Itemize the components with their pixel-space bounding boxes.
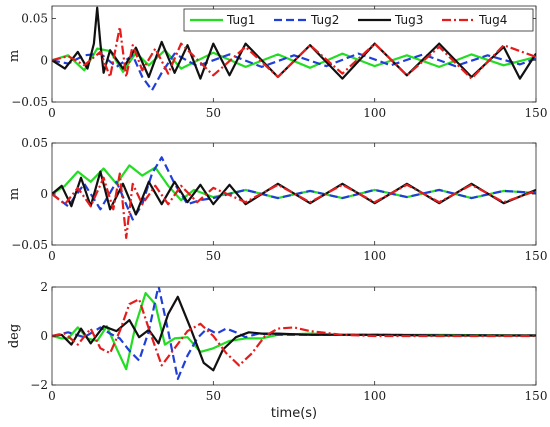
series-line-tug3 — [52, 295, 536, 372]
legend-label-tug1: Tug1 — [226, 13, 255, 27]
y-axis-label: m — [7, 188, 22, 200]
series-line-tug2 — [52, 52, 536, 92]
x-tick-label: 0 — [48, 106, 56, 120]
series-line-tug2 — [52, 156, 536, 221]
x-tick-label: 100 — [363, 249, 386, 263]
y-axis-label: m — [7, 50, 22, 62]
y-tick-label: 0 — [40, 329, 48, 343]
x-tick-label: 0 — [48, 249, 56, 263]
x-tick-label: 50 — [206, 249, 221, 263]
y-axis-label: deg — [7, 324, 22, 348]
x-tick-label: 100 — [363, 106, 386, 120]
y-tick-label: 2 — [40, 280, 48, 294]
series-group — [52, 6, 536, 92]
legend-label-tug3: Tug3 — [394, 13, 423, 27]
series-group — [52, 287, 536, 380]
y-tick-label: 0 — [40, 53, 48, 67]
x-tick-label: 0 — [48, 389, 56, 403]
legend-label-tug4: Tug4 — [478, 13, 507, 27]
x-tick-label: 100 — [363, 389, 386, 403]
series-line-tug4 — [52, 25, 536, 80]
series-line-tug4 — [52, 172, 536, 239]
y-tick-label: −0.05 — [11, 95, 48, 109]
tick-group: 0 50 100 150−202 — [30, 280, 547, 403]
x-axis-label: time(s) — [271, 406, 317, 421]
series-line-tug4 — [52, 298, 536, 367]
panel-bottom: 0 50 100 150−202 deg time(s) — [7, 280, 547, 421]
x-tick-label: 150 — [525, 389, 548, 403]
x-tick-label: 150 — [525, 106, 548, 120]
x-tick-label: 50 — [206, 106, 221, 120]
legend: Tug1 Tug2 Tug3 Tug4 — [183, 8, 534, 32]
y-tick-label: −0.05 — [11, 238, 48, 252]
y-tick-label: 0.05 — [21, 136, 48, 150]
x-tick-label: 50 — [206, 389, 221, 403]
legend-label-tug2: Tug2 — [310, 13, 339, 27]
y-tick-label: 0.05 — [21, 12, 48, 26]
series-group — [52, 156, 536, 239]
series-line-tug3 — [52, 6, 536, 80]
y-tick-label: 0 — [40, 187, 48, 201]
x-tick-label: 150 — [525, 249, 548, 263]
series-line-tug3 — [52, 170, 536, 216]
y-tick-label: −2 — [30, 378, 48, 392]
